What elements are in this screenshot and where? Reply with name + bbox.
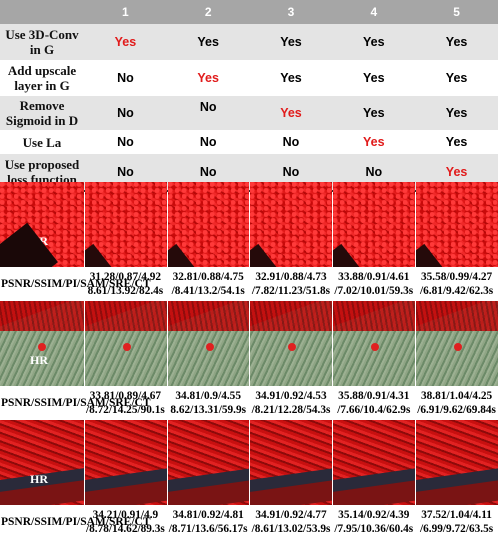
image-row: HR — [0, 182, 498, 267]
table-cell: No — [199, 135, 217, 149]
table-cell: No — [117, 135, 134, 149]
metric-value: 34.81/0.92/4.81 /8.71/13.6/56.17s — [168, 509, 248, 535]
row-label: Remove Sigmoid in D — [5, 98, 79, 128]
table-cell: Yes — [445, 165, 468, 179]
table-cell: Yes — [280, 71, 302, 85]
table-row: Add upscale layer in G No Yes Yes Yes Ye… — [0, 60, 498, 96]
table-cell: Yes — [363, 35, 385, 49]
result-image — [333, 420, 416, 505]
table-cell: No — [282, 135, 300, 149]
hr-image: HR — [0, 420, 84, 505]
header-cell: 3 — [287, 5, 295, 19]
result-image — [333, 182, 416, 267]
metrics-row: PSNR/SSIM/PI/SAM/SRE/CT 31.28/0.87/4.92 … — [0, 267, 498, 301]
metrics-row: PSNR/SSIM/PI/SAM/SRE/CT 34.21/0.91/4.9 /… — [0, 505, 498, 539]
header-cell — [0, 0, 84, 24]
table-cell: Yes — [280, 106, 302, 120]
row-label: Use 3D-Conv in G — [5, 27, 79, 57]
metric-value: 32.91/0.88/4.73 /7.82/11.23/51.8s — [251, 271, 331, 297]
result-image — [250, 301, 333, 386]
table-cell: No — [117, 71, 134, 85]
result-image — [416, 301, 498, 386]
result-image — [84, 182, 167, 267]
header-cell: 4 — [370, 5, 378, 19]
metrics-label: PSNR/SSIM/PI/SAM/SRE/CT — [1, 278, 151, 290]
image-row: HR — [0, 420, 498, 505]
header-cell: 5 — [453, 5, 460, 19]
metric-value: 31.28/0.87/4.92 8.61/13.92/82.4s — [87, 271, 164, 297]
table-cell: Yes — [363, 135, 385, 149]
metric-value: 35.14/0.92/4.39 /7.95/10.36/60.4s — [334, 509, 414, 535]
table-header: 1 2 3 4 5 — [0, 0, 498, 24]
table-cell: Yes — [445, 106, 468, 120]
metric-value: 34.91/0.92/4.53 /8.21/12.28/54.3s — [251, 390, 331, 416]
result-image — [167, 301, 250, 386]
metric-value: 32.81/0.88/4.75 /8.41/13.2/54.1s — [171, 271, 245, 297]
result-image — [84, 301, 167, 386]
table-cell: Yes — [445, 135, 468, 149]
table-row: Remove Sigmoid in D No No Yes Yes Yes — [0, 96, 498, 130]
table-cell: Yes — [363, 71, 385, 85]
comparison-grid: HR PSNR/SSIM/PI/SAM/SRE/CT 31.28/0.87/4.… — [0, 182, 498, 539]
metric-value: 33.81/0.89/4.67 /8.72/14.25/90.1s — [86, 390, 165, 416]
metric-value: 34.21/0.91/4.9 /8.78/14.62/89.3s — [86, 509, 165, 535]
row-label: Use La — [22, 134, 62, 150]
table-cell: Yes — [363, 106, 385, 120]
result-image — [167, 182, 250, 267]
table-cell: No — [199, 100, 217, 114]
image-row: HR — [0, 301, 498, 386]
table-cell: Yes — [445, 71, 468, 85]
table-row: Use La No No No Yes Yes — [0, 130, 498, 154]
table-cell: No — [199, 165, 217, 179]
result-image — [416, 420, 498, 505]
table-cell: Yes — [114, 35, 137, 49]
header-cell: 2 — [204, 5, 212, 19]
table-cell: Yes — [445, 35, 468, 49]
result-image — [333, 301, 416, 386]
table-cell: Yes — [197, 71, 219, 85]
metric-value: 35.88/0.91/4.31 /7.66/10.4/62.9s — [337, 390, 411, 416]
result-image — [167, 420, 250, 505]
table-cell: No — [117, 106, 134, 120]
table-cell: Yes — [280, 35, 302, 49]
result-image — [84, 420, 167, 505]
table-row: Use 3D-Conv in G Yes Yes Yes Yes Yes — [0, 24, 498, 60]
metric-value: 38.81/1.04/4.25 /6.91/9.62/69.84s — [417, 390, 496, 416]
hr-label: HR — [30, 234, 48, 248]
metric-value: 35.58/0.99/4.27 /6.81/9.42/62.3s — [420, 271, 494, 297]
table-cell: No — [117, 165, 134, 179]
metric-value: 34.91/0.92/4.77 /8.61/13.02/53.9s — [251, 509, 331, 535]
ablation-table: 1 2 3 4 5 Use 3D-Conv in G Yes Yes Yes Y… — [0, 0, 498, 192]
result-image — [250, 420, 333, 505]
row-label: Add upscale layer in G — [7, 63, 77, 93]
header-cell: 1 — [122, 5, 129, 19]
result-image — [416, 182, 498, 267]
metric-value: 34.81/0.9/4.55 8.62/13.31/59.9s — [170, 390, 247, 416]
metrics-label: PSNR/SSIM/PI/SAM/SRE/CT — [1, 516, 151, 528]
metrics-label: PSNR/SSIM/PI/SAM/SRE/CT — [1, 397, 151, 409]
metric-value: 37.52/1.04/4.11 /6.99/9.72/63.5s — [420, 509, 494, 535]
table-cell: No — [365, 165, 383, 179]
hr-label: HR — [30, 472, 48, 486]
hr-image: HR — [0, 182, 84, 267]
metric-value: 33.88/0.91/4.61 /7.02/10.01/59.3s — [334, 271, 414, 297]
metrics-row: PSNR/SSIM/PI/SAM/SRE/CT 33.81/0.89/4.67 … — [0, 386, 498, 420]
table-cell: Yes — [197, 35, 219, 49]
result-image — [250, 182, 333, 267]
hr-label: HR — [30, 353, 48, 367]
table-cell: No — [282, 165, 300, 179]
hr-image: HR — [0, 301, 84, 386]
